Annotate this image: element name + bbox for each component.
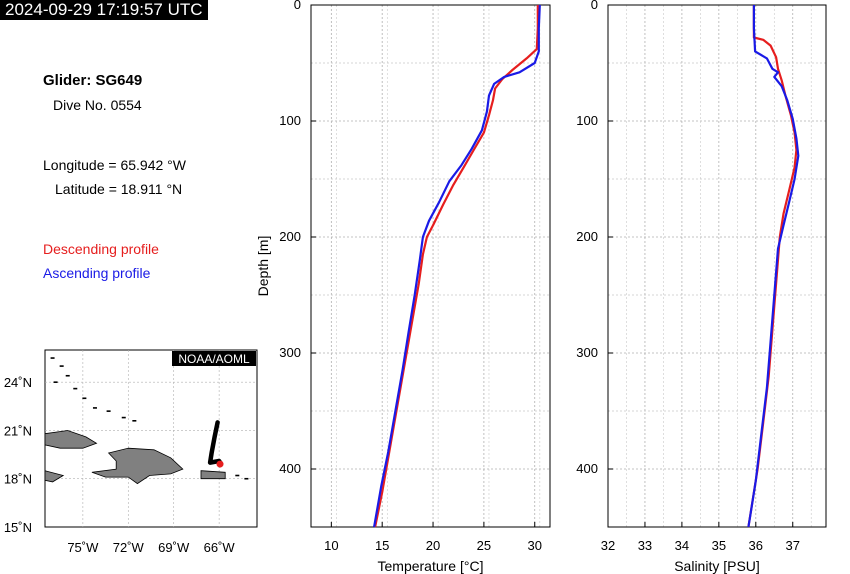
legend-descending: Descending profile [43, 241, 159, 257]
panel1-x-tick-label: 10 [324, 538, 338, 553]
panel2-x-tick-label: 32 [601, 538, 615, 553]
map-lon-tick-label: 75˚W [67, 540, 99, 555]
map-lat-tick-label: 15˚N [4, 520, 32, 535]
panel1-x-tick-label: 20 [426, 538, 440, 553]
map-lat-tick-label: 18˚N [4, 472, 32, 487]
jamaica-land [44, 470, 65, 483]
cuba-land [44, 430, 98, 449]
panel1-x-tick-label: 15 [375, 538, 389, 553]
map-badge: NOAA/AOML [178, 352, 250, 366]
panel2-y-tick-label: 100 [576, 113, 598, 128]
puerto-rico-land [200, 470, 226, 480]
glider-name: Glider: SG649 [43, 72, 143, 89]
panel1-x-axis-label: Temperature [°C] [378, 558, 484, 574]
panel2-frame [607, 4, 827, 528]
panel2-x-axis-label: Salinity [PSU] [674, 558, 760, 574]
panel2-x-tick-label: 33 [638, 538, 652, 553]
dive-number: Dive No. 0554 [53, 97, 142, 113]
panel1-y-tick-label: 0 [294, 0, 301, 12]
panel2-ascending-line [747, 5, 800, 528]
panel1-y-tick-label: 100 [279, 113, 301, 128]
panel2-x-tick-label: 37 [786, 538, 800, 553]
longitude-label: Longitude = 65.942 °W [43, 157, 186, 173]
panel2-y-tick-label: 300 [576, 345, 598, 360]
timestamp-label: 2024-09-29 17:19:57 UTC [0, 0, 208, 20]
small-island [50, 357, 55, 359]
legend-ascending: Ascending profile [43, 265, 151, 281]
panel2-x-tick-label: 35 [712, 538, 726, 553]
map-badge-bg [172, 351, 256, 366]
panel2-y-tick-label: 200 [576, 229, 598, 244]
small-island [121, 416, 126, 419]
small-island [235, 474, 240, 477]
small-island [106, 410, 111, 412]
panel1-ascending-line [373, 4, 541, 528]
panel2-y-tick-label: 0 [591, 0, 598, 12]
small-island [132, 420, 137, 422]
panel1-frame [310, 4, 551, 528]
small-island [82, 397, 87, 400]
panel1-y-tick-label: 400 [279, 461, 301, 476]
small-island [59, 365, 64, 367]
map-lon-tick-label: 66˚W [204, 540, 236, 555]
panel2-y-tick-label: 400 [576, 461, 598, 476]
small-island [53, 381, 58, 383]
small-island [92, 407, 97, 409]
panel1-y-axis-label: Depth [m] [255, 236, 271, 297]
panel1-x-tick-label: 25 [477, 538, 491, 553]
map-lon-tick-label: 72˚W [113, 540, 145, 555]
panel1-y-tick-label: 200 [279, 229, 301, 244]
small-island [65, 374, 70, 377]
small-island [244, 477, 249, 480]
panel1-descending-line [374, 5, 539, 528]
small-island [73, 387, 78, 390]
map-lon-tick-label: 69˚W [158, 540, 190, 555]
map-lat-tick-label: 21˚N [4, 423, 32, 438]
panel2-x-tick-label: 34 [675, 538, 689, 553]
panel2-x-tick-label: 36 [749, 538, 763, 553]
latitude-label: Latitude = 18.911 °N [55, 181, 183, 197]
panel1-y-tick-label: 300 [279, 345, 301, 360]
panel1-x-tick-label: 30 [528, 538, 542, 553]
map-lat-tick-label: 24˚N [4, 375, 32, 390]
hispaniola-land [91, 447, 184, 485]
current-position-marker [216, 460, 224, 468]
